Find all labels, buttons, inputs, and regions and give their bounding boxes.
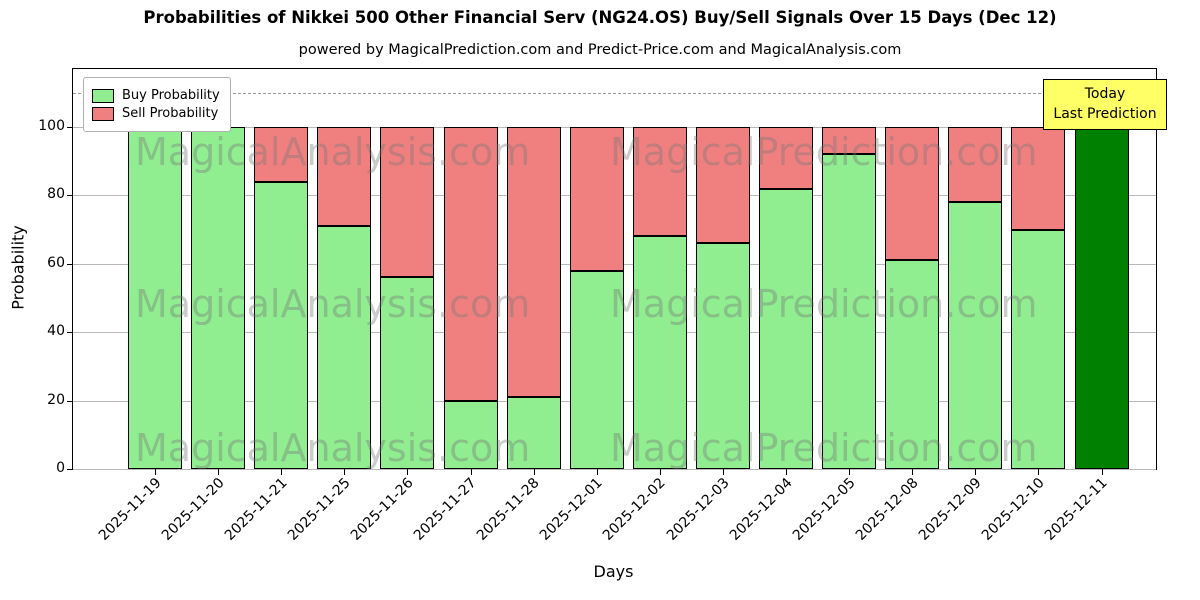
bar-buy-segment [191, 127, 246, 469]
bar-buy-segment [128, 127, 182, 469]
x-tick-label: 2025-11-27 [410, 475, 480, 544]
x-tick-mark [281, 469, 283, 475]
x-tick-label: 2025-12-05 [789, 475, 859, 544]
bar-today [1074, 127, 1129, 469]
x-tick-mark [722, 469, 724, 475]
y-tick-mark [67, 469, 73, 470]
today-annotation: Today Last Prediction [1043, 79, 1167, 130]
x-tick-label: 2025-11-19 [95, 475, 165, 544]
legend-item-buy: Buy Probability [92, 88, 220, 103]
y-tick-label: 60 [47, 254, 65, 271]
x-tick-label: 2025-12-08 [852, 475, 922, 544]
bar-sell-segment [759, 127, 813, 189]
bar-sell-segment [380, 127, 435, 278]
bar-sell-segment [822, 127, 877, 155]
x-tick-mark [218, 469, 220, 475]
x-tick-label: 2025-11-20 [158, 475, 228, 544]
x-tick-label: 2025-12-09 [915, 475, 985, 544]
y-tick-mark [67, 400, 73, 402]
bar-sell-segment [569, 127, 624, 271]
x-tick-mark [912, 469, 914, 475]
x-tick-mark [1038, 469, 1040, 475]
legend: Buy Probability Sell Probability [83, 77, 231, 132]
x-axis-label: Days [593, 562, 634, 581]
bar-sell-segment [632, 127, 687, 237]
bar-buy-segment [1011, 229, 1066, 469]
y-tick-mark [67, 263, 73, 265]
bar-buy-segment [254, 181, 309, 469]
y-tick-mark [67, 195, 73, 197]
bar-sell-segment [254, 127, 309, 182]
x-tick-label: 2025-12-11 [1041, 475, 1111, 544]
bar-buy-segment [443, 400, 498, 469]
bar-buy-segment [632, 236, 687, 469]
sell-probability-swatch [92, 106, 114, 121]
x-tick-label: 2025-12-01 [537, 475, 607, 544]
x-tick-mark [344, 469, 346, 475]
bar-sell-segment [1011, 127, 1066, 230]
today-annotation-line2: Last Prediction [1053, 106, 1157, 123]
bar-sell-segment [443, 127, 498, 401]
bar-buy-segment [317, 226, 372, 469]
x-tick-mark [533, 469, 535, 475]
legend-item-sell: Sell Probability [92, 106, 220, 121]
x-tick-mark [470, 469, 472, 475]
legend-label-sell: Sell Probability [122, 106, 219, 121]
x-tick-mark [155, 469, 156, 475]
bar-buy-segment [885, 260, 940, 469]
bar-buy-segment [822, 154, 877, 469]
x-tick-mark [659, 469, 661, 475]
y-tick-label: 80 [47, 186, 65, 203]
gridline [73, 469, 1156, 470]
bar-buy-segment [380, 277, 435, 469]
bar-buy-segment [569, 270, 624, 469]
chart-title: Probabilities of Nikkei 500 Other Financ… [143, 8, 1057, 27]
chart-subtitle: powered by MagicalPrediction.com and Pre… [298, 42, 902, 58]
x-tick-mark [596, 469, 598, 475]
x-tick-mark [1101, 469, 1103, 475]
x-tick-label: 2025-11-28 [474, 475, 543, 544]
bar-sell-segment [317, 127, 372, 227]
buy-probability-swatch [92, 88, 114, 103]
bar-sell-segment [885, 127, 940, 261]
threshold-line [73, 92, 1156, 94]
bar-buy-segment [948, 202, 1003, 469]
bar-buy-segment [695, 243, 750, 469]
x-tick-label: 2025-12-04 [726, 475, 796, 544]
bar-sell-segment [948, 127, 1003, 203]
bar-buy-segment [506, 397, 561, 469]
x-tick-label: 2025-11-26 [347, 475, 417, 544]
x-tick-mark [407, 469, 409, 475]
plot-area: Buy Probability Sell Probability 0 20 40 60… [38, 68, 1157, 544]
bar-buy-segment [759, 188, 813, 469]
x-tick-mark [975, 469, 977, 475]
y-tick-label: 40 [47, 323, 65, 340]
x-tick-label: 2025-12-02 [600, 475, 670, 544]
x-tick-label: 2025-11-25 [284, 475, 354, 544]
today-annotation-line1: Today [1084, 86, 1126, 102]
x-tick-mark [786, 469, 787, 475]
bar-sell-segment [506, 127, 561, 398]
y-tick-label: 0 [56, 460, 65, 476]
x-tick-label: 2025-12-10 [978, 475, 1048, 544]
x-tick-label: 2025-12-03 [663, 475, 733, 544]
x-tick-mark [849, 469, 851, 475]
legend-label-buy: Buy Probability [122, 88, 220, 103]
y-tick-label: 100 [38, 118, 65, 134]
bar-sell-segment [695, 127, 750, 244]
y-tick-label: 20 [47, 391, 65, 408]
y-tick-mark [67, 332, 73, 334]
x-tick-label: 2025-11-21 [221, 475, 291, 544]
y-tick-mark [67, 127, 73, 128]
